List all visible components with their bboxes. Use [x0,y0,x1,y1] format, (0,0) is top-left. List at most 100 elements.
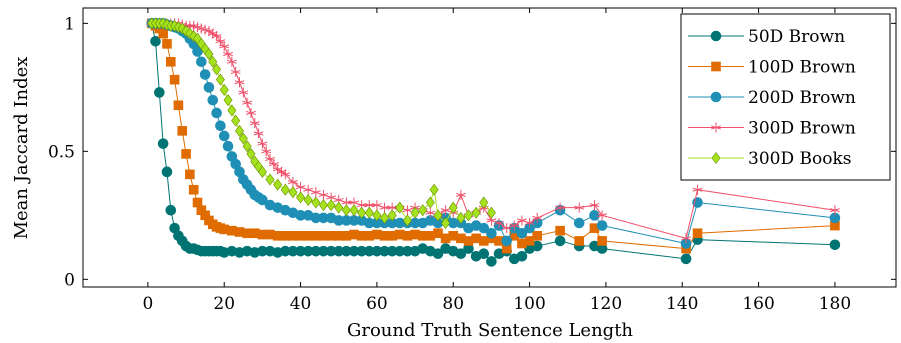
x-axis-ticks: 0 20 40 60 80 100 120 140 160 180 [142,8,851,314]
data-point [208,55,218,68]
x-tick-label: 20 [213,294,235,314]
data-point [532,231,543,241]
data-point [681,233,691,244]
x-tick-label: 0 [142,294,153,314]
data-point [372,209,382,222]
data-point [395,201,405,214]
data-point [357,206,367,219]
data-point [223,49,233,60]
data-point [204,48,214,61]
data-point [524,218,535,229]
data-point [680,253,692,265]
data-point [410,206,420,219]
data-point [692,228,703,239]
data-point [516,227,528,239]
data-point [230,66,241,77]
data-point [207,94,219,106]
data-point [173,100,184,111]
data-point [154,87,165,98]
data-point [185,169,195,180]
y-axis-label: Mean Jaccard Index [11,57,32,240]
data-point [238,87,249,98]
legend-marker [711,61,721,72]
data-point [246,147,256,160]
data-point [433,228,443,239]
legend-label: 300D Books [748,149,851,169]
data-point [222,140,234,152]
legend-item: 100D Brown [688,58,856,78]
data-point [257,194,268,206]
data-point [177,126,188,136]
data-point [192,46,203,57]
legend-marker [710,30,722,42]
x-tick-label: 60 [366,294,388,314]
data-point [227,104,237,117]
data-point [219,83,229,96]
data-point [249,118,260,129]
data-point [555,202,566,213]
legend-label: 50D Brown [748,27,845,47]
data-point [402,214,412,227]
data-point [161,166,173,178]
data-point [478,222,490,234]
data-point [448,201,458,214]
data-point [288,177,298,188]
data-point [215,120,226,132]
legend-marker [710,91,722,103]
data-point [257,165,267,178]
data-point [253,128,264,139]
data-point [296,191,306,204]
data-point [418,204,428,217]
data-point [479,196,489,209]
data-point [199,69,211,80]
data-point [215,36,226,47]
legend-marker [711,152,721,164]
data-point [268,159,279,170]
data-point [288,186,298,199]
data-point [265,173,275,186]
data-point [326,199,336,212]
data-point [364,206,374,219]
data-point [501,235,512,247]
y-tick-label: 0.5 [48,142,75,162]
data-point [165,56,176,67]
data-point [234,77,245,88]
data-point [829,239,841,251]
data-point [223,94,233,107]
data-point [830,205,840,216]
series-50d-brown [146,18,841,267]
data-point [456,211,466,224]
data-point [455,189,466,200]
data-point [596,220,608,231]
data-point [212,63,222,76]
x-tick-label: 180 [819,294,851,314]
data-point [218,130,230,142]
y-axis-ticks: 00.51 [48,14,896,290]
data-point [211,31,222,42]
data-point [516,250,528,262]
x-tick-label: 40 [290,294,312,314]
data-point [246,107,256,118]
data-point [531,240,543,252]
data-point [158,28,168,39]
data-point [226,56,237,67]
data-point [464,209,474,222]
series-layer [146,17,841,267]
data-point [261,146,272,157]
y-tick-label: 0 [64,270,75,290]
data-point [169,74,180,85]
legend-label: 200D Brown [748,88,856,108]
data-point [162,39,172,49]
data-point [486,206,496,219]
data-point [597,210,608,221]
data-point [303,193,313,206]
data-point [242,140,252,153]
data-point [425,196,435,209]
data-point [429,183,439,196]
data-point [196,56,207,68]
data-point [692,184,703,195]
series-300d-books [147,17,496,230]
data-point [494,218,504,229]
legend-label: 300D Brown [748,119,856,139]
